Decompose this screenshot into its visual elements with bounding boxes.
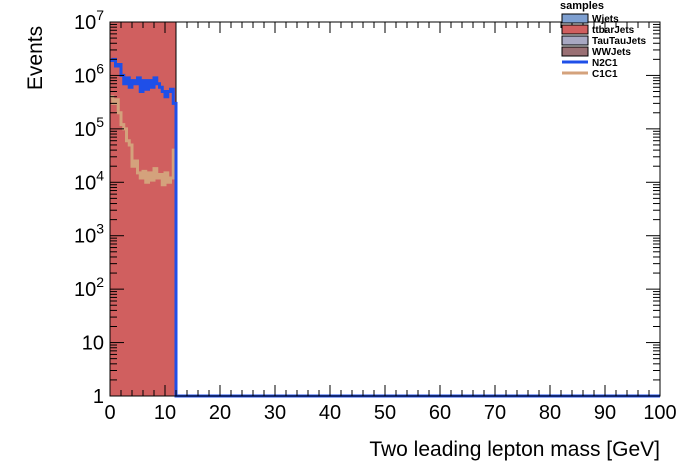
y-tick-label: 104 bbox=[74, 167, 104, 194]
x-tick-label: 80 bbox=[539, 402, 561, 424]
x-tick-label: 30 bbox=[264, 402, 286, 424]
y-tick-labels: 1 10 102 103 104 105 106 107 bbox=[74, 7, 104, 408]
x-tick-label: 70 bbox=[484, 402, 506, 424]
legend-label-n2c1: N2C1 bbox=[592, 58, 618, 69]
legend: samples WjetsttbarJetsTauTauJetsWWJetsN2… bbox=[560, 0, 647, 80]
series-layer bbox=[110, 57, 660, 398]
legend-label-ttbarjets: ttbarJets bbox=[592, 25, 635, 36]
legend-title: samples bbox=[560, 0, 604, 12]
plot-frame bbox=[109, 21, 661, 397]
stacked-fill-layer bbox=[109, 21, 177, 397]
legend-swatch-wwjets bbox=[561, 46, 589, 57]
x-tick-label: 50 bbox=[374, 402, 396, 424]
legend-swatch-ttbarjets bbox=[561, 24, 589, 35]
x-tick-labels: 0 10 20 30 40 50 60 70 80 90 100 bbox=[104, 402, 676, 424]
legend-label-c1c1: C1C1 bbox=[592, 69, 618, 80]
x-tick-label: 90 bbox=[594, 402, 616, 424]
legend-label-tautaujets: TauTauJets bbox=[592, 36, 647, 47]
y-tick-label: 103 bbox=[74, 221, 104, 248]
x-tick-label: 20 bbox=[209, 402, 231, 424]
y-axis-title: Events bbox=[24, 26, 47, 90]
x-tick-label: 0 bbox=[104, 402, 115, 424]
x-tick-label: 100 bbox=[643, 402, 676, 424]
y-tick-label: 107 bbox=[74, 7, 104, 34]
x-tick-label: 60 bbox=[429, 402, 451, 424]
y-tick-label: 1 bbox=[93, 386, 104, 408]
stacked-fill-bar bbox=[109, 21, 177, 397]
y-tick-label: 105 bbox=[74, 114, 104, 141]
series-line-n2c1 bbox=[110, 57, 660, 398]
series-line-c1c1 bbox=[110, 95, 660, 398]
x-tick-label: 10 bbox=[154, 402, 176, 424]
y-tick-label: 10 bbox=[82, 333, 104, 355]
legend-swatch-tautaujets bbox=[561, 35, 589, 46]
x-axis-title: Two leading lepton mass [GeV] bbox=[369, 438, 660, 461]
legend-label-wwjets: WWJets bbox=[592, 47, 631, 58]
legend-swatch-wjets bbox=[561, 13, 589, 24]
tick-marks bbox=[109, 21, 661, 397]
y-tick-label: 106 bbox=[74, 60, 104, 87]
x-tick-label: 40 bbox=[319, 402, 341, 424]
y-tick-label: 102 bbox=[74, 274, 104, 301]
legend-label-wjets: Wjets bbox=[592, 14, 619, 25]
